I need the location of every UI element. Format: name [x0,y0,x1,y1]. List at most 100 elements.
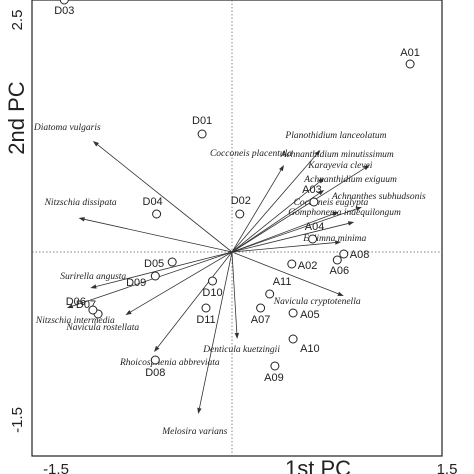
site-d09: D09 [126,271,160,289]
site-marker [256,303,266,313]
site-a02: A02 [287,259,318,272]
arrow-line [231,169,282,253]
site-a07: A07 [251,303,271,326]
site-d03: D03 [54,0,74,17]
site-marker [288,308,298,318]
site-label: D10 [202,287,222,299]
site-a08: A08 [339,249,369,261]
site-marker [288,334,298,344]
arrow-head [279,165,284,172]
site-label: D05 [144,258,164,270]
site-marker [270,361,280,371]
arrow-line [157,251,233,348]
species-nitzschia-dissipata: Nitzschia dissipata [44,198,233,253]
site-label: D09 [126,277,146,289]
arrow-head [92,141,99,147]
y-axis-title: 2nd PC [4,81,29,154]
species-denticula-kuetzingii: Denticula kuetzingii [202,251,280,355]
species-label: Nitzschia intermedia [35,316,115,326]
site-marker [150,355,160,365]
arrow-head [66,303,74,309]
arrow-head [78,217,85,222]
site-label: A10 [300,343,320,355]
site-marker [152,209,162,219]
species-gomphonema-inaequilongum: Gomphonema inaequilongum [231,208,401,253]
site-label: D03 [54,5,74,17]
arrow-line [231,223,349,253]
site-marker [339,249,349,259]
species-label: Diatoma vulgaris [33,123,101,133]
site-label: A03 [302,184,322,196]
species-label: Planothidium lanceolatum [284,131,386,141]
site-points: D03A01D01D02D04A03A04A08A06A02D05D09D07D… [54,0,420,384]
x-tick-max: 1.5 [437,461,458,474]
arrow-head [154,345,160,352]
site-marker [197,129,207,139]
arrow-head [332,212,339,217]
plot-frame [31,0,443,457]
arrow-head [355,206,362,212]
site-d10: D10 [202,276,223,299]
arrow-line [231,251,238,334]
arrow-head [90,284,97,289]
species-label: Melosira varians [161,427,227,437]
arrow-line [199,251,233,409]
arrow-head [335,240,342,245]
site-marker [208,276,217,286]
species-achnanthidium-minutissimum: Achnanthidium minutissimum [231,150,394,253]
site-a01: A01 [400,47,420,69]
site-label: A04 [305,221,325,233]
site-label: D06 [66,296,86,308]
site-label: A09 [264,372,284,384]
site-label: A01 [400,47,420,59]
site-marker [308,234,318,244]
site-a03: A03 [302,184,322,207]
species-label: Karayevia clevei [307,161,372,171]
species-surirella-angusta: Surirella angusta [60,251,233,289]
site-marker [405,59,415,69]
site-d06: D06 [66,296,98,315]
arrow-head [125,310,132,315]
x-tick-min: -1.5 [43,461,69,474]
species-diatoma-vulgaris: Diatoma vulgaris [33,123,233,253]
arrow-line [231,242,336,253]
species-label: Achnanthidium minutissimum [280,150,394,160]
site-label: A07 [251,314,271,326]
species-rhoicosphenia-abbreviata: Rhoicosphenia abbreviata [119,251,233,368]
site-marker [201,303,211,313]
arrow-line [231,251,339,295]
species-planothidium-lanceolatum: Planothidium lanceolatum [231,131,387,253]
species-achnanthidium-exiguum: Achnanthidium exiguum [231,175,397,253]
site-d02: D02 [231,195,251,219]
species-label: Navicula cryptotenella [273,297,361,307]
site-label: D08 [145,367,165,379]
species-label: Navicula rostellata [65,323,139,333]
site-marker [59,0,69,5]
arrow-line [231,193,320,253]
site-label: A02 [298,260,318,272]
species-karayevia-clevei: Karayevia clevei [231,161,373,253]
arrow-head [314,150,321,156]
species-label: Surirella angusta [60,272,126,282]
arrow-line [231,208,357,253]
species-label: Nitzschia dissipata [44,198,117,208]
species-label: Denticula kuetzingii [202,345,280,355]
site-label: D11 [196,314,215,326]
site-d04: D04 [143,196,163,219]
species-arrows: Diatoma vulgaris Planothidium lanceolatum… [33,123,426,437]
arrow-line [97,144,233,253]
site-a04: A04 [305,221,325,244]
site-d01: D01 [192,115,212,139]
species-navicula-cryptotenella: Navicula cryptotenella [231,251,361,307]
site-marker [88,305,98,315]
site-a11: A11 [265,276,291,299]
site-a09: A09 [264,361,284,384]
arrow-line [231,167,365,253]
site-marker [265,289,275,299]
site-marker [235,209,245,219]
arrow-head [337,291,344,296]
y-tick-min: -1.5 [9,407,26,433]
site-label: D02 [231,195,251,207]
site-marker [309,197,319,207]
